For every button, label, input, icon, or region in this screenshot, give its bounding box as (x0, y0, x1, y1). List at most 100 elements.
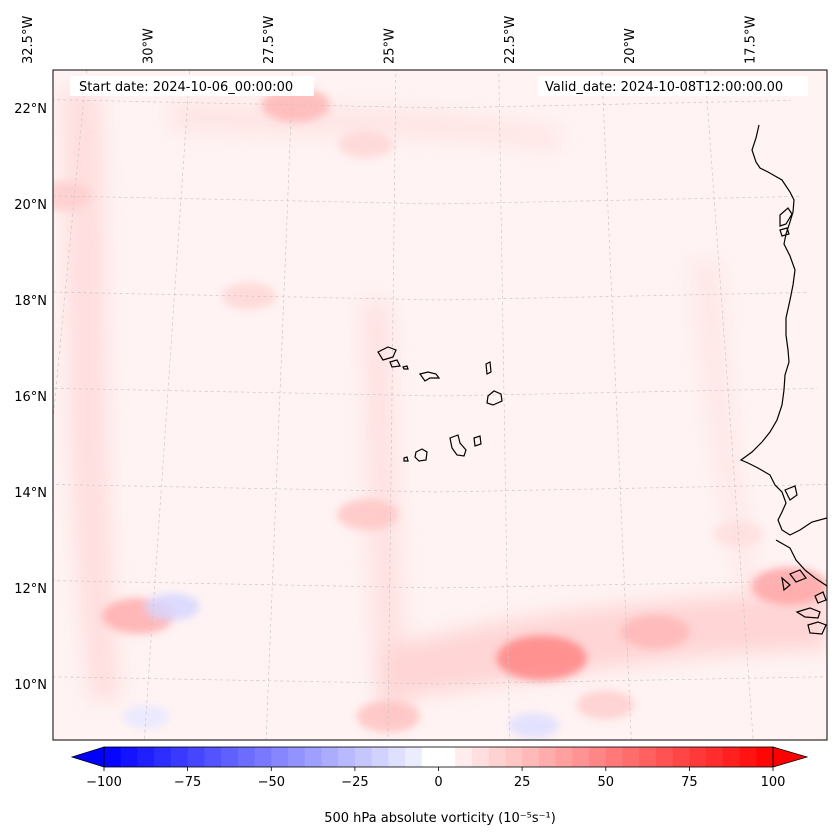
latitude-label: 16°N (14, 390, 47, 405)
colorbar-cell (455, 747, 473, 767)
colorbar-cell (104, 747, 122, 767)
colorbar-cell (405, 747, 423, 767)
meridian-line (704, 70, 754, 740)
colorbar-tick-label: 25 (514, 775, 531, 790)
island-fogo (414, 448, 428, 462)
longitude-label: 30°W (142, 28, 157, 64)
vorticity-feature (145, 593, 200, 621)
cabo-verde-islands (377, 346, 503, 462)
longitude-labels: 32.5°W 30°W 27.5°W 25°W 22.5°W 20°W 17.5°W (21, 16, 758, 64)
latitude-label: 14°N (14, 486, 47, 501)
colorbar-cell (354, 747, 373, 767)
latitude-label: 12°N (14, 582, 47, 597)
meridian-line (601, 70, 632, 740)
meridian-line (143, 70, 191, 740)
colorbar-cell (505, 747, 523, 767)
colorbar-ticks: −100 −75 −50 −25 0 25 50 75 100 (86, 767, 785, 790)
colorbar-cell (589, 747, 607, 767)
latitude-label: 18°N (14, 294, 47, 309)
colorbar-cell (170, 747, 189, 767)
vorticity-feature (496, 635, 587, 681)
valid-date-label: Valid_date: 2024-10-08T12:00:00.00 (545, 80, 783, 95)
colorbar-cell (605, 747, 623, 767)
colorbar-cell (421, 747, 439, 767)
vorticity-feature (338, 131, 393, 159)
colorbar-cell (538, 747, 556, 767)
island-santa-luzia (402, 365, 409, 370)
colorbar-cell (639, 747, 657, 767)
island-maio (473, 435, 482, 447)
map-panel: Start date: 2024-10-06_00:00:00 Valid_da… (52, 69, 828, 741)
longitude-label: 32.5°W (21, 16, 36, 64)
colorbar: −100 −75 −50 −25 0 25 50 75 100 500 hPa absolute… (70, 746, 809, 826)
parallel-line (53, 676, 827, 685)
colorbar-cell (572, 747, 590, 767)
colorbar-extend-min (70, 746, 105, 768)
colorbar-cell (555, 747, 573, 767)
colorbar-cell (689, 747, 707, 767)
island-boa-vista (486, 390, 503, 406)
colorbar-cell (722, 747, 740, 767)
colorbar-tick-label: −50 (258, 775, 285, 790)
colorbar-cell (271, 747, 289, 767)
meridian-line (387, 70, 397, 740)
map-frame (52, 69, 828, 741)
colorbar-cell (522, 747, 540, 767)
vorticity-features (53, 87, 827, 739)
vorticity-feature (336, 499, 399, 530)
colorbar-tick-label: −25 (341, 775, 368, 790)
start-date-label: Start date: 2024-10-06_00:00:00 (79, 80, 293, 95)
coastline-islet-1 (779, 207, 793, 227)
island-santiago (449, 434, 467, 457)
vorticity-feature (576, 690, 635, 720)
meridian-line (498, 70, 510, 740)
colorbar-cell (438, 747, 456, 767)
colorbar-cell (488, 747, 506, 767)
colorbar-cell (321, 747, 339, 767)
longitude-label: 20°W (623, 28, 638, 64)
start-date-box (70, 76, 314, 96)
coastline-islet-2 (779, 227, 790, 237)
colorbar-cell (304, 747, 322, 767)
colorbar-cell (287, 747, 306, 767)
coastline-islet-3 (789, 569, 807, 583)
colorbar-label: 500 hPa absolute vorticity (10⁻⁵s⁻¹) (324, 811, 556, 826)
meridian-line (265, 70, 294, 740)
parallel-line (53, 387, 818, 397)
coastline-islet-4 (781, 576, 791, 592)
longitude-label: 17.5°W (744, 16, 759, 64)
coastline (739, 124, 827, 635)
colorbar-cell (120, 747, 138, 767)
island-brava (403, 456, 409, 462)
colorbar-cell (471, 747, 490, 767)
vorticity-streak-west (60, 90, 120, 700)
island-sao-nicolau (418, 371, 441, 382)
graticule (53, 70, 827, 740)
colorbar-cell (338, 747, 356, 767)
colorbar-cell (756, 747, 774, 767)
colorbar-extend-max (772, 746, 809, 768)
vorticity-feature (508, 712, 559, 739)
coastline-bay-4 (807, 621, 827, 635)
africa-coastline (739, 124, 827, 536)
vorticity-feature (221, 282, 276, 310)
coastline-bay-2 (775, 539, 827, 587)
meridian-line (53, 70, 87, 424)
colorbar-tick-label: 75 (681, 775, 698, 790)
parallel-line (53, 99, 791, 109)
colorbar-cell (221, 747, 239, 767)
vorticity-feature (122, 705, 170, 729)
colorbar-tick-label: 0 (434, 775, 442, 790)
colorbar-cell (137, 747, 155, 767)
vorticity-feature (261, 87, 330, 122)
colorbar-cell (706, 747, 724, 767)
island-sao-vicente (389, 359, 401, 368)
island-santo-antao (377, 346, 397, 361)
longitude-label: 27.5°W (262, 16, 277, 64)
latitude-labels: 22°N 20°N 18°N 16°N 14°N 12°N 10°N (14, 102, 47, 693)
colorbar-cell (371, 747, 389, 767)
colorbar-cell (739, 747, 757, 767)
colorbar-cell (204, 747, 222, 767)
latitude-label: 22°N (14, 102, 47, 117)
